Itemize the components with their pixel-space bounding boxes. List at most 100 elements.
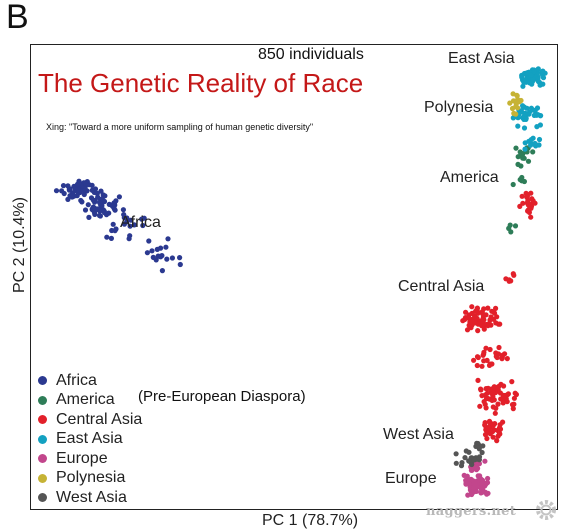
legend-label: Polynesia bbox=[56, 469, 126, 487]
data-point bbox=[496, 344, 502, 351]
data-point bbox=[81, 191, 87, 198]
data-point bbox=[483, 345, 489, 351]
legend-label: West Asia bbox=[56, 488, 127, 506]
data-point bbox=[519, 193, 525, 199]
series-polynesia bbox=[507, 91, 524, 117]
data-point bbox=[501, 394, 507, 400]
data-point bbox=[144, 250, 150, 256]
series-america bbox=[506, 145, 536, 235]
data-point bbox=[479, 393, 485, 399]
data-point bbox=[111, 206, 117, 212]
legend-item: America bbox=[36, 391, 142, 411]
data-point bbox=[466, 458, 472, 464]
data-point bbox=[113, 198, 119, 204]
data-point bbox=[487, 317, 493, 323]
data-point bbox=[518, 97, 524, 104]
data-point bbox=[491, 397, 497, 403]
data-point bbox=[473, 465, 479, 471]
data-point bbox=[489, 361, 495, 367]
data-point bbox=[492, 410, 498, 416]
data-point bbox=[177, 255, 183, 261]
data-point bbox=[471, 457, 477, 463]
data-point bbox=[469, 304, 475, 310]
data-point bbox=[149, 248, 155, 254]
data-point bbox=[489, 308, 495, 314]
data-point bbox=[90, 197, 96, 203]
data-point bbox=[521, 79, 527, 85]
data-point bbox=[131, 222, 137, 228]
series-central-asia bbox=[460, 190, 538, 444]
legend-item: East Asia bbox=[36, 430, 142, 450]
data-point bbox=[504, 392, 511, 398]
data-point bbox=[511, 272, 517, 278]
chart-title: The Genetic Reality of Race bbox=[38, 68, 364, 98]
data-point bbox=[163, 244, 169, 250]
data-point bbox=[82, 207, 89, 213]
data-point bbox=[522, 111, 528, 117]
data-point bbox=[471, 357, 477, 363]
data-point bbox=[486, 424, 492, 431]
data-point bbox=[479, 323, 485, 329]
data-point bbox=[121, 212, 127, 218]
data-point bbox=[492, 421, 498, 427]
data-point bbox=[500, 419, 506, 425]
data-point bbox=[522, 146, 528, 152]
data-point bbox=[509, 402, 516, 408]
data-point bbox=[494, 438, 500, 444]
data-point bbox=[534, 105, 541, 111]
data-point bbox=[497, 431, 503, 437]
data-point bbox=[120, 207, 126, 213]
plot-frame bbox=[30, 44, 558, 510]
data-point bbox=[481, 349, 487, 355]
data-point bbox=[522, 140, 528, 146]
data-point bbox=[525, 197, 531, 203]
data-point bbox=[477, 403, 483, 409]
data-point bbox=[164, 256, 170, 262]
data-point bbox=[508, 229, 514, 235]
data-point bbox=[485, 305, 491, 311]
data-point bbox=[121, 221, 127, 227]
data-point bbox=[483, 405, 489, 411]
data-point bbox=[504, 356, 510, 362]
data-point bbox=[520, 200, 526, 206]
data-point bbox=[153, 257, 159, 263]
data-point bbox=[495, 387, 501, 393]
data-point bbox=[85, 202, 91, 208]
data-point bbox=[507, 100, 513, 106]
data-point bbox=[473, 443, 479, 449]
legend-swatch bbox=[38, 473, 47, 483]
y-axis-label: PC 2 (10.4%) bbox=[11, 196, 28, 294]
data-point bbox=[520, 103, 526, 109]
data-point bbox=[501, 383, 507, 389]
data-point bbox=[535, 66, 541, 72]
data-point bbox=[537, 122, 544, 128]
legend-item: Polynesia bbox=[36, 469, 142, 489]
legend-item: Central Asia bbox=[36, 410, 142, 430]
data-point bbox=[477, 477, 483, 483]
data-point bbox=[159, 268, 165, 274]
region-label-polynesia: Polynesia bbox=[424, 99, 494, 116]
data-point bbox=[513, 145, 519, 151]
data-point bbox=[490, 404, 496, 410]
data-point bbox=[519, 174, 525, 181]
region-label-america: America bbox=[440, 169, 499, 186]
data-point bbox=[116, 194, 122, 200]
data-point bbox=[499, 356, 505, 362]
data-point bbox=[540, 68, 546, 74]
data-point bbox=[165, 236, 171, 242]
legend-swatch bbox=[38, 395, 47, 405]
data-point bbox=[462, 316, 468, 323]
data-point bbox=[97, 200, 103, 206]
legend-label: America bbox=[56, 391, 115, 409]
data-point bbox=[528, 190, 534, 196]
legend-swatch bbox=[38, 376, 47, 386]
data-point bbox=[53, 188, 60, 194]
data-point bbox=[536, 136, 543, 143]
data-point bbox=[469, 461, 475, 468]
data-point bbox=[104, 234, 110, 240]
data-point bbox=[453, 460, 459, 466]
legend-label: Africa bbox=[56, 371, 97, 389]
data-point bbox=[518, 152, 524, 158]
citation: Xing: "Toward a more uniform sampling of… bbox=[46, 122, 314, 132]
